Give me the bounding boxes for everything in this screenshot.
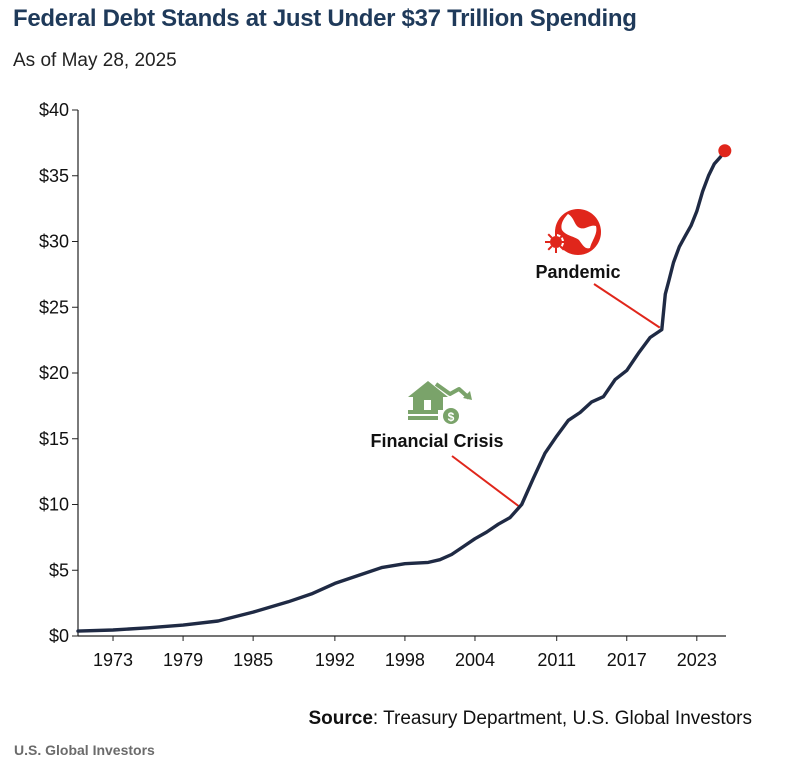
- callout-line: [451, 455, 522, 509]
- annotation-callouts: [451, 283, 661, 509]
- coin-stack-2: [408, 416, 438, 420]
- x-tick-label: 2017: [607, 650, 647, 670]
- x-tick-label: 2011: [537, 650, 576, 670]
- source-label: Source: [308, 708, 373, 729]
- annotation-labels: Pandemic Financial Crisis: [370, 262, 620, 451]
- x-tick-label: 1998: [385, 650, 425, 670]
- y-tick-label: $15: [39, 429, 69, 449]
- house-roof: [408, 381, 448, 397]
- globe-landmass: [561, 214, 597, 249]
- virus-spike: [547, 233, 553, 239]
- debt-series: [76, 144, 732, 633]
- globe-virus-icon: [545, 209, 601, 255]
- annotation-label: Financial Crisis: [370, 431, 503, 451]
- x-tick-label: 1979: [163, 650, 203, 670]
- chart-title: Federal Debt Stands at Just Under $37 Tr…: [13, 5, 637, 32]
- debt-series-line: [76, 149, 727, 633]
- y-tick-label: $5: [49, 560, 69, 580]
- house-falling-arrow-icon: $: [408, 381, 472, 424]
- y-tick-label: $35: [39, 166, 69, 186]
- x-tick-label: 1992: [315, 650, 355, 670]
- x-tick-label: 1985: [233, 650, 273, 670]
- chart-subtitle: As of May 28, 2025: [13, 50, 177, 71]
- coin-stack-1: [408, 410, 438, 414]
- y-tick-label: $0: [49, 626, 69, 646]
- falling-arrow: [434, 382, 471, 400]
- y-tick-label: $25: [39, 297, 69, 317]
- falling-arrowhead: [463, 391, 472, 400]
- latest-value-marker: [718, 144, 732, 158]
- house-door: [424, 400, 431, 410]
- y-tick-label: $30: [39, 232, 69, 252]
- chart-axes: $0 $5 $10 $15 $20 $25 $30 $35 $40 1973 1979 1985 199…: [39, 100, 726, 670]
- source-note: Source: Treasury Department, U.S. Global…: [308, 708, 752, 730]
- annotation-label: Pandemic: [535, 262, 620, 282]
- virus-spike: [559, 245, 565, 251]
- virus-core: [550, 236, 562, 248]
- source-text: : Treasury Department, U.S. Global Inves…: [372, 708, 752, 729]
- virus-spike: [559, 233, 565, 239]
- x-tick-label: 2023: [677, 650, 717, 670]
- dollar-coin: [443, 408, 459, 424]
- x-tick-label: 1973: [93, 650, 133, 670]
- annotation-icons: $: [408, 209, 601, 424]
- debt-line-chart: $0 $5 $10 $15 $20 $25 $30 $35 $40 1973 1979 1985 199…: [39, 100, 732, 670]
- virus-spike: [547, 245, 553, 251]
- footer-brand: U.S. Global Investors: [14, 742, 155, 758]
- callout-line: [593, 283, 661, 329]
- y-tick-label: $20: [39, 363, 69, 383]
- dollar-sign-icon: $: [448, 410, 455, 424]
- y-tick-label: $40: [39, 100, 69, 120]
- y-tick-label: $10: [39, 495, 69, 515]
- x-tick-label: 2004: [455, 650, 495, 670]
